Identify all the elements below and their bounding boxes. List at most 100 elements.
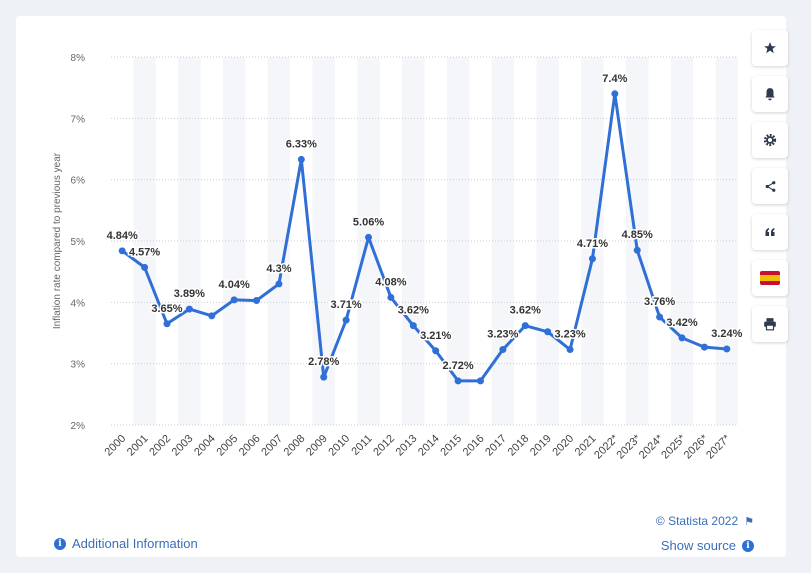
y-tick-label: 2%: [71, 421, 86, 432]
data-label: 2.78%: [308, 356, 339, 368]
x-tick-label: 2004: [192, 433, 218, 459]
column-band: [670, 57, 694, 425]
line-chart: 2% 3% 4% 5% 6% 7% 8% Inflation rate compared to…: [52, 53, 744, 461]
x-tick-label: 2014: [416, 433, 442, 459]
bell-icon: [765, 88, 775, 101]
data-label: 3.89%: [174, 288, 205, 300]
y-axis-label: Inflation rate compared to previous year: [52, 152, 63, 329]
spain-flag-icon: [760, 271, 780, 285]
data-label: 3.24%: [711, 328, 742, 340]
data-label: 3.21%: [420, 330, 451, 342]
y-tick-label: 5%: [71, 237, 86, 248]
column-band: [581, 57, 604, 425]
data-label: 3.42%: [666, 317, 697, 329]
x-tick-label: 2027*: [704, 432, 733, 461]
data-label: 4.85%: [622, 229, 653, 241]
x-tick-label: 2022*: [592, 432, 621, 461]
data-point: [566, 346, 574, 354]
column-band: [267, 57, 291, 425]
show-source-label: Show source: [660, 538, 736, 553]
y-tick-label: 8%: [71, 53, 86, 64]
data-label: 4.84%: [107, 230, 138, 242]
gear-icon: [763, 133, 777, 147]
show-source-link[interactable]: Show source i: [661, 538, 754, 553]
data-point: [678, 334, 686, 342]
data-label: 5.06%: [353, 216, 384, 228]
data-point: [297, 155, 305, 163]
info-icon: i: [54, 537, 66, 550]
settings-button[interactable]: [752, 122, 788, 158]
data-label: 3.71%: [331, 299, 362, 311]
notification-button[interactable]: [752, 76, 788, 112]
data-point: [387, 293, 395, 301]
language-button[interactable]: [752, 260, 788, 296]
data-point: [432, 347, 440, 355]
x-tick-label: 2025*: [659, 432, 688, 461]
x-tick-label: 2020: [550, 433, 576, 459]
data-label: 4.57%: [129, 246, 160, 258]
series-line: [121, 92, 727, 383]
x-tick-label: 2007: [259, 433, 285, 459]
x-tick-label: 2005: [214, 433, 240, 459]
print-button[interactable]: [752, 306, 788, 342]
quote-icon: [765, 228, 775, 236]
data-point: [163, 320, 171, 328]
data-label: 7.4%: [602, 73, 627, 85]
data-point: [208, 312, 216, 320]
additional-information-label: Additional Information: [72, 536, 198, 551]
x-tick-label: 2002: [147, 433, 173, 459]
data-point: [499, 346, 507, 354]
data-label: 3.62%: [398, 305, 429, 317]
flag-icon: ⚑: [744, 515, 754, 528]
info-icon: i: [742, 539, 754, 552]
data-point: [656, 313, 664, 321]
x-tick-label: 2016: [461, 433, 487, 459]
data-point: [320, 373, 328, 381]
data-point: [342, 316, 350, 324]
data-point: [521, 322, 529, 330]
y-tick-label: 3%: [71, 360, 86, 371]
share-button[interactable]: [752, 168, 788, 204]
data-point: [544, 328, 552, 336]
data-label: 3.76%: [644, 296, 675, 308]
data-label: 4.71%: [577, 238, 608, 250]
y-tick-label: 7%: [71, 114, 86, 125]
x-tick-label: 2017: [483, 433, 509, 459]
data-point: [700, 343, 708, 351]
additional-information-link[interactable]: i Additional Information: [54, 536, 198, 551]
data-point: [185, 305, 193, 313]
x-tick-label: 2010: [326, 433, 352, 459]
data-label: 3.23%: [487, 329, 518, 341]
data-label: 3.62%: [510, 305, 541, 317]
data-point: [588, 255, 596, 263]
cite-button[interactable]: [752, 214, 788, 250]
data-point: [611, 90, 619, 98]
x-tick-label: 2008: [282, 433, 308, 459]
x-tick-label: 2013: [394, 433, 420, 459]
sidebar-toolbar: [752, 30, 788, 352]
printer-icon: [764, 318, 776, 331]
data-label: 4.04%: [219, 279, 250, 291]
x-tick-label: 2009: [304, 433, 330, 459]
x-tick-label: 2015: [438, 433, 464, 459]
data-label: 4.08%: [375, 276, 406, 288]
data-point: [118, 247, 126, 255]
x-tick-label: 2000: [103, 433, 129, 459]
favorite-button[interactable]: [752, 30, 788, 66]
data-label: 3.65%: [151, 303, 182, 315]
data-point: [633, 246, 641, 254]
x-tick-label: 2023*: [615, 432, 644, 461]
x-tick-label: 2006: [237, 433, 263, 459]
data-label: 6.33%: [286, 138, 317, 150]
copyright[interactable]: © Statista 2022 ⚑: [656, 514, 754, 528]
share-icon: [765, 180, 775, 192]
data-point: [141, 263, 149, 271]
column-band: [536, 57, 559, 425]
column-band: [446, 57, 470, 425]
data-point: [253, 296, 261, 304]
data-label: 3.23%: [554, 329, 585, 341]
x-tick-label: 2001: [125, 433, 151, 459]
x-tick-label: 2019: [528, 433, 554, 459]
star-icon: [764, 42, 776, 54]
data-point: [476, 377, 484, 385]
